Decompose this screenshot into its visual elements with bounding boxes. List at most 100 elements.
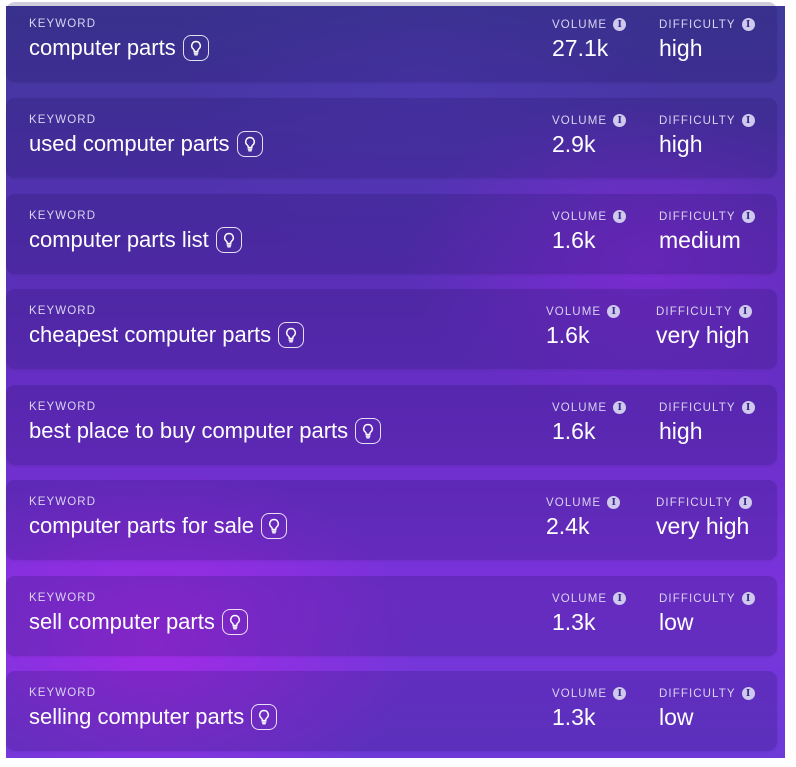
info-icon[interactable]: i <box>607 496 621 509</box>
info-icon[interactable]: i <box>741 401 755 414</box>
keyword-line: selling computer parts <box>29 702 278 732</box>
keyword-row: KEYWORD computer parts VOLUME i 27.1k DIF… <box>6 2 777 82</box>
difficulty-column: DIFFICULTY i medium <box>659 210 755 254</box>
lightbulb-icon <box>259 709 270 725</box>
difficulty-value: low <box>659 609 694 635</box>
volume-value: 27.1k <box>552 35 609 61</box>
difficulty-column: DIFFICULTY i low <box>659 592 755 636</box>
keyword-label: KEYWORD <box>29 210 97 222</box>
volume-value: 1.3k <box>552 609 596 635</box>
keyword-idea-button[interactable] <box>182 35 209 61</box>
difficulty-label: DIFFICULTY <box>656 496 733 509</box>
difficulty-column: DIFFICULTY i low <box>659 687 755 731</box>
volume-column: VOLUME i 27.1k <box>552 18 627 62</box>
difficulty-value: high <box>659 131 703 157</box>
keyword-row: KEYWORD computer parts list VOLUME i 1.6k… <box>6 194 777 274</box>
keyword-text: selling computer parts <box>29 704 245 729</box>
info-icon[interactable]: i <box>741 18 755 31</box>
difficulty-label: DIFFICULTY <box>659 687 736 700</box>
keyword-idea-button[interactable] <box>355 418 382 444</box>
difficulty-column: DIFFICULTY i very high <box>656 496 752 540</box>
lightbulb-icon <box>190 40 201 56</box>
info-icon[interactable]: i <box>613 210 627 223</box>
info-icon[interactable]: i <box>607 305 621 318</box>
keyword-idea-button[interactable] <box>221 609 248 635</box>
keyword-idea-button[interactable] <box>236 131 263 157</box>
volume-column: VOLUME i 1.6k <box>552 210 627 254</box>
lightbulb-icon <box>363 423 374 439</box>
keyword-idea-button[interactable] <box>251 704 278 730</box>
info-icon[interactable]: i <box>741 687 755 700</box>
keyword-row: KEYWORD sell computer parts VOLUME i 1.3k… <box>6 576 777 656</box>
volume-label: VOLUME <box>552 18 608 31</box>
difficulty-label: DIFFICULTY <box>659 18 736 31</box>
lightbulb-icon <box>229 614 240 630</box>
keyword-label: KEYWORD <box>29 687 97 699</box>
keyword-line: computer parts for sale <box>29 511 287 541</box>
difficulty-column: DIFFICULTY i very high <box>656 305 752 349</box>
volume-column: VOLUME i 2.9k <box>552 114 627 158</box>
volume-column: VOLUME i 1.3k <box>552 687 627 731</box>
difficulty-column: DIFFICULTY i high <box>659 18 755 62</box>
keyword-results-panel: KEYWORD computer parts VOLUME i 27.1k DIF… <box>6 2 785 758</box>
keyword-line: best place to buy computer parts <box>29 416 382 446</box>
volume-value: 1.6k <box>552 227 596 253</box>
keyword-line: cheapest computer parts <box>29 320 305 350</box>
lightbulb-icon <box>269 518 279 534</box>
volume-label: VOLUME <box>552 210 608 223</box>
info-icon[interactable]: i <box>741 592 755 605</box>
difficulty-value: very high <box>656 322 750 348</box>
difficulty-label: DIFFICULTY <box>659 592 736 605</box>
difficulty-column: DIFFICULTY i high <box>659 401 755 445</box>
lightbulb-icon <box>286 327 297 343</box>
difficulty-value: high <box>659 35 703 61</box>
keyword-line: computer parts list <box>29 225 242 255</box>
keyword-idea-button[interactable] <box>215 227 242 253</box>
difficulty-label: DIFFICULTY <box>659 114 736 127</box>
volume-value: 1.6k <box>552 418 596 444</box>
info-icon[interactable]: i <box>741 210 755 223</box>
volume-value: 1.6k <box>546 322 590 348</box>
volume-column: VOLUME i 1.6k <box>546 305 621 349</box>
keyword-row: KEYWORD used computer parts VOLUME i 2.9k… <box>6 98 777 178</box>
volume-value: 2.4k <box>546 513 590 539</box>
keyword-label: KEYWORD <box>29 305 97 317</box>
keyword-row: KEYWORD best place to buy computer parts… <box>6 385 777 465</box>
volume-label: VOLUME <box>552 114 608 127</box>
volume-column: VOLUME i 1.3k <box>552 592 627 636</box>
keyword-line: computer parts <box>29 33 209 63</box>
info-icon[interactable]: i <box>738 305 752 318</box>
keyword-text: best place to buy computer parts <box>29 418 349 443</box>
volume-label: VOLUME <box>546 305 602 318</box>
volume-value: 2.9k <box>552 131 596 157</box>
keyword-row: KEYWORD cheapest computer parts VOLUME i … <box>6 289 777 369</box>
info-icon[interactable]: i <box>613 18 627 31</box>
keyword-idea-button[interactable] <box>278 322 305 348</box>
difficulty-value: medium <box>659 227 741 253</box>
info-icon[interactable]: i <box>613 687 627 700</box>
volume-column: VOLUME i 1.6k <box>552 401 627 445</box>
keyword-text: used computer parts <box>29 131 230 156</box>
keyword-row: KEYWORD selling computer parts VOLUME i 1… <box>6 671 777 751</box>
info-icon[interactable]: i <box>613 114 627 127</box>
keyword-label: KEYWORD <box>29 496 97 508</box>
keyword-text: computer parts <box>29 35 176 60</box>
difficulty-label: DIFFICULTY <box>659 401 736 414</box>
keyword-text: sell computer parts <box>29 609 215 634</box>
info-icon[interactable]: i <box>613 401 627 414</box>
keyword-row: KEYWORD computer parts for sale VOLUME i … <box>6 480 777 560</box>
keyword-idea-button[interactable] <box>260 513 287 539</box>
difficulty-value: low <box>659 704 694 730</box>
keyword-label: KEYWORD <box>29 18 97 30</box>
info-icon[interactable]: i <box>613 592 627 605</box>
volume-label: VOLUME <box>546 496 602 509</box>
info-icon[interactable]: i <box>738 496 752 509</box>
lightbulb-icon <box>223 232 234 248</box>
keyword-line: used computer parts <box>29 129 263 159</box>
keyword-text: cheapest computer parts <box>29 322 272 347</box>
difficulty-label: DIFFICULTY <box>659 210 736 223</box>
info-icon[interactable]: i <box>741 114 755 127</box>
keyword-line: sell computer parts <box>29 607 248 637</box>
volume-label: VOLUME <box>552 592 608 605</box>
difficulty-value: high <box>659 418 703 444</box>
